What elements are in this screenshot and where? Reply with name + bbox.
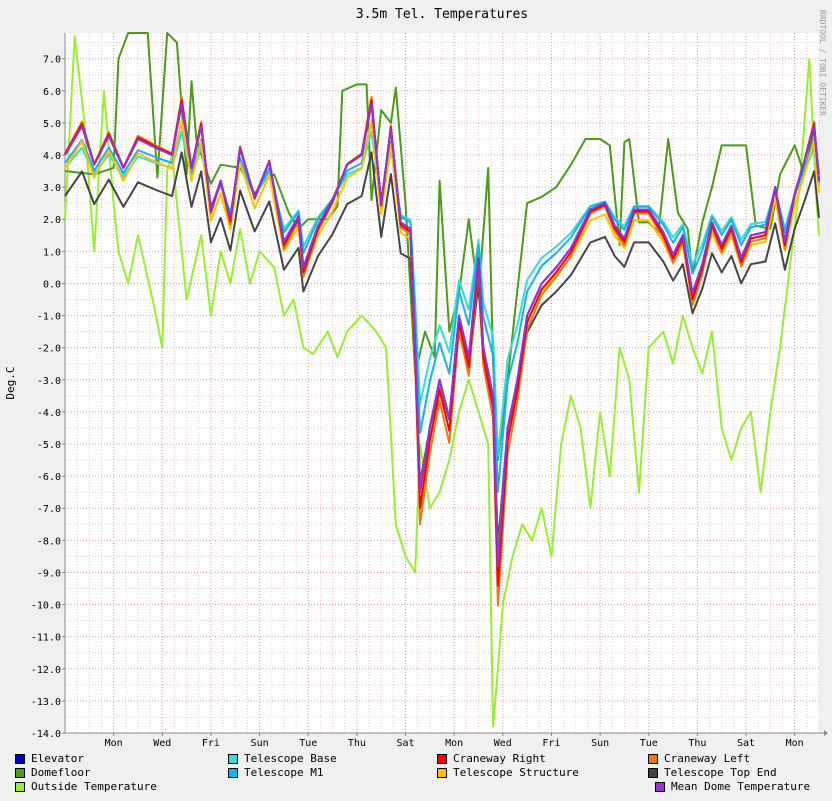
legend-item: Telescope Structure bbox=[437, 766, 579, 779]
y-tick-label: -8.0 bbox=[37, 536, 61, 547]
legend-swatch bbox=[15, 753, 25, 764]
plot-area bbox=[65, 33, 819, 733]
y-tick-label: 1.0 bbox=[43, 247, 61, 258]
x-tick-label: Fri bbox=[542, 738, 560, 749]
legend-label: Domefloor bbox=[31, 766, 91, 779]
legend-item: Telescope M1 bbox=[228, 766, 323, 779]
legend-item: Mean Dome Temperature bbox=[655, 780, 810, 793]
x-tick-label: Tue bbox=[299, 738, 317, 749]
side-label: RRDTOOL / TOBI OETIKER bbox=[818, 10, 827, 116]
y-tick-label: -12.0 bbox=[31, 665, 61, 676]
legend-item: Telescope Base bbox=[228, 752, 337, 765]
y-tick-label: -13.0 bbox=[31, 697, 61, 708]
legend-swatch bbox=[648, 767, 658, 778]
x-tick-label: Mon bbox=[786, 738, 804, 749]
legend-swatch bbox=[228, 767, 238, 778]
x-axis-arrow bbox=[824, 730, 828, 736]
legend-item: Telescope Top End bbox=[648, 766, 777, 779]
legend-swatch bbox=[437, 767, 447, 778]
x-tick-label: Thu bbox=[348, 738, 366, 749]
temperature-chart: 3.5m Tel. Temperatures RRDTOOL / TOBI OE… bbox=[4, 7, 828, 749]
legend-label: Telescope M1 bbox=[244, 766, 324, 779]
y-tick-label: 7.0 bbox=[43, 55, 61, 66]
x-tick-label: Sat bbox=[737, 738, 755, 749]
legend-item: Craneway Right bbox=[437, 752, 546, 765]
y-tick-label: 0.0 bbox=[43, 279, 61, 290]
y-tick-label: -14.0 bbox=[31, 729, 61, 740]
x-tick-label: Fri bbox=[202, 738, 220, 749]
y-tick-label: 4.0 bbox=[43, 151, 61, 162]
y-tick-label: -3.0 bbox=[37, 376, 61, 387]
y-tick-label: -9.0 bbox=[37, 568, 61, 579]
legend-label: Telescope Top End bbox=[664, 766, 777, 779]
x-tick-label: Sun bbox=[251, 738, 269, 749]
legend-item: Outside Temperature bbox=[15, 780, 157, 793]
x-tick-label: Mon bbox=[445, 738, 463, 749]
legend-swatch bbox=[15, 767, 25, 778]
legend: Elevator Telescope Base Craneway Right Cran… bbox=[0, 750, 832, 800]
x-tick-label: Sat bbox=[396, 738, 414, 749]
y-tick-label: 6.0 bbox=[43, 87, 61, 98]
legend-swatch bbox=[15, 781, 25, 792]
x-tick-label: Tue bbox=[640, 738, 658, 749]
chart-title: 3.5m Tel. Temperatures bbox=[356, 7, 528, 22]
y-tick-label: -4.0 bbox=[37, 408, 61, 419]
y-tick-label: -1.0 bbox=[37, 312, 61, 323]
x-tick-label: Wed bbox=[494, 738, 512, 749]
x-tick-label: Sun bbox=[591, 738, 609, 749]
legend-label: Telescope Structure bbox=[453, 766, 579, 779]
series-line-outside-temperature bbox=[64, 35, 820, 728]
y-tick-label: -5.0 bbox=[37, 440, 61, 451]
legend-swatch bbox=[228, 753, 238, 764]
y-tick-label: 2.0 bbox=[43, 215, 61, 226]
x-tick-label: Thu bbox=[688, 738, 706, 749]
legend-swatch bbox=[437, 753, 447, 764]
legend-label: Elevator bbox=[31, 752, 84, 765]
y-axis-label: Deg.C bbox=[4, 366, 17, 399]
y-tick-label: -6.0 bbox=[37, 472, 61, 483]
y-tick-label: -2.0 bbox=[37, 344, 61, 355]
legend-label: Mean Dome Temperature bbox=[671, 780, 811, 793]
x-tick-label: Wed bbox=[153, 738, 171, 749]
legend-swatch bbox=[655, 781, 665, 792]
legend-label: Telescope Base bbox=[244, 752, 337, 765]
legend-swatch bbox=[648, 753, 658, 764]
y-tick-label: 3.0 bbox=[43, 183, 61, 194]
legend-item: Domefloor bbox=[15, 766, 91, 779]
y-tick-label: 5.0 bbox=[43, 119, 61, 130]
legend-label: Craneway Right bbox=[453, 752, 546, 765]
legend-item: Elevator bbox=[15, 752, 84, 765]
legend-label: Craneway Left bbox=[664, 752, 751, 765]
y-tick-label: -7.0 bbox=[37, 504, 61, 515]
legend-label: Outside Temperature bbox=[31, 780, 157, 793]
x-tick-label: Mon bbox=[105, 738, 123, 749]
legend-item: Craneway Left bbox=[648, 752, 750, 765]
series-line-mean-dome-temperature bbox=[64, 102, 820, 567]
y-tick-label: -10.0 bbox=[31, 601, 61, 612]
y-tick-label: -11.0 bbox=[31, 633, 61, 644]
